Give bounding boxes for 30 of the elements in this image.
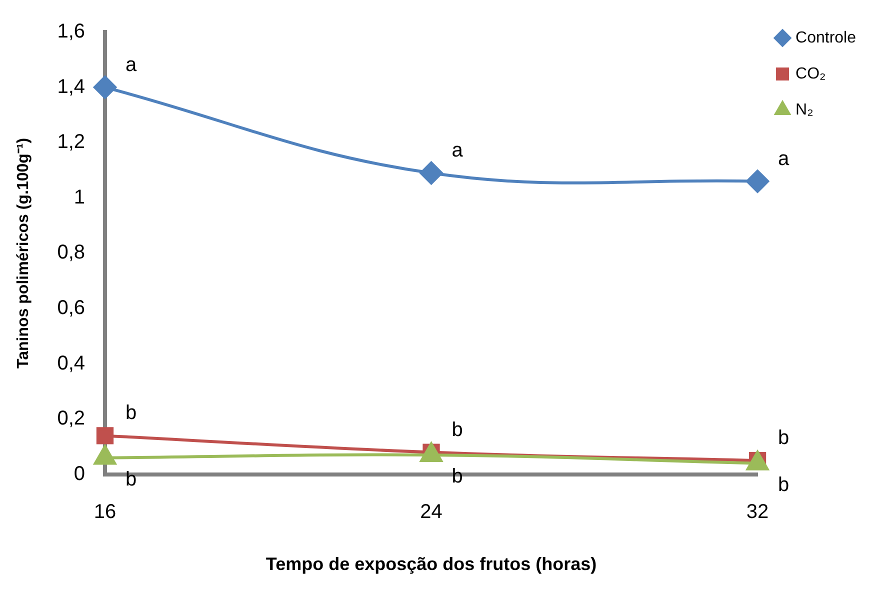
annotation: a: [778, 148, 790, 170]
y-tick-label: 0,8: [57, 242, 86, 264]
annotation: a: [125, 54, 138, 76]
y-axis-title: Taninos poliméricos (g.100g⁻¹): [15, 138, 32, 368]
annotation: b: [125, 468, 137, 490]
y-tick-label: 0,2: [57, 408, 86, 430]
point: [420, 162, 443, 185]
x-tick-label: 16: [94, 500, 116, 523]
annotation: b: [452, 418, 463, 441]
annotation: b: [452, 466, 463, 488]
y-tick-label: 1: [74, 186, 86, 208]
legend-label: CO₂: [796, 65, 826, 82]
y-tick-label: 0,6: [57, 297, 86, 320]
legend-label: Controle: [796, 29, 856, 46]
y-tick-label: 1,4: [57, 76, 86, 98]
y-tick-label: 1,6: [57, 20, 86, 43]
annotation: b: [778, 474, 790, 496]
x-axis-title: Tempo de exposção dos frutos (horas): [266, 554, 597, 574]
y-tick-label: 0: [74, 462, 86, 485]
annotation: b: [125, 402, 137, 424]
x-tick-label: 32: [746, 500, 769, 523]
point: [96, 427, 114, 444]
legend-label: N₂: [796, 101, 814, 118]
annotation: a: [452, 140, 464, 162]
x-tick-label: 24: [420, 500, 442, 523]
y-tick-label: 1,2: [57, 131, 86, 154]
point: [94, 76, 117, 99]
annotation: b: [778, 427, 790, 450]
y-tick-label: 0,4: [57, 352, 86, 374]
point: [746, 170, 770, 193]
